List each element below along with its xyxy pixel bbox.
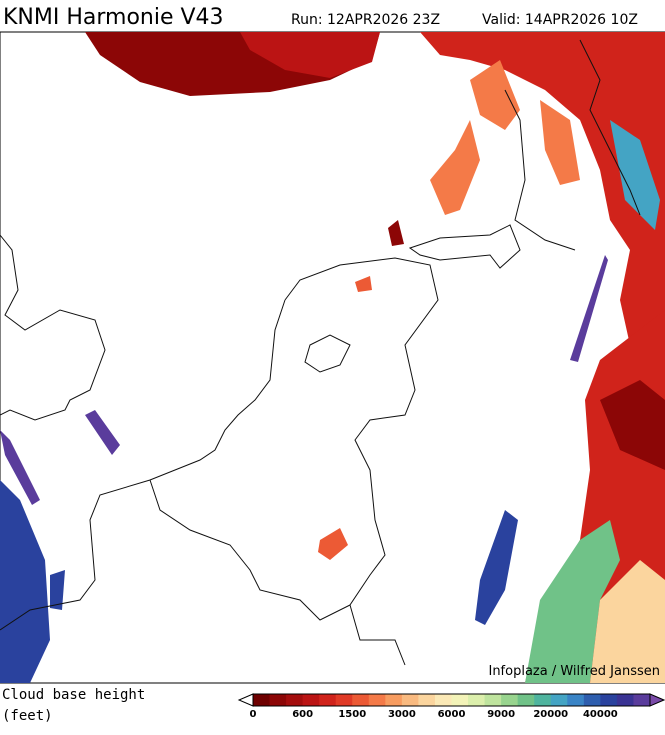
colorbar-swatch [484, 694, 502, 706]
colorbar-swatch [319, 694, 337, 706]
colorbar-label: 3000 [388, 709, 416, 720]
coastline [0, 299, 286, 631]
colorbar-swatch [352, 694, 370, 706]
colorbar-swatch [583, 694, 601, 706]
colorbar-end [649, 693, 665, 707]
title: KNMI Harmonie V43 [3, 5, 224, 30]
lake [304, 334, 351, 373]
colorbar-swatch [434, 694, 452, 706]
colorbar-swatch [335, 694, 353, 706]
colorbar-swatch [368, 694, 386, 706]
colorbar-swatch [451, 694, 469, 706]
colorbar-swatch [385, 694, 403, 706]
cloud-field [240, 32, 380, 78]
colorbar-swatch [286, 694, 304, 706]
map [0, 31, 665, 684]
border [149, 479, 351, 621]
colorbar-label: 40000 [583, 709, 618, 720]
colorbar-label: 9000 [487, 709, 515, 720]
cloud-field [525, 520, 620, 683]
colorbar-label: 6000 [438, 709, 466, 720]
cloud-field [430, 60, 580, 215]
colorbar: 0 600 1500 3000 6000 9000 20000 40000 [237, 693, 665, 720]
colorbar-swatch [501, 694, 519, 706]
colorbar-outline [252, 693, 651, 707]
colorbar-swatch [253, 694, 271, 706]
colorbar-swatch [567, 694, 585, 706]
colorbar-swatch [616, 694, 634, 706]
colorbar-label: 20000 [533, 709, 568, 720]
colorbar-swatch [517, 694, 535, 706]
legend-unit: (feet) [2, 708, 53, 724]
cloud-field [590, 560, 665, 683]
cloud-field [420, 32, 665, 360]
colorbar-swatch [468, 694, 486, 706]
colorbar-label: 0 [250, 709, 257, 720]
cloud-field [610, 120, 660, 230]
cloud-field [388, 220, 404, 246]
colorbar-swatch [269, 694, 287, 706]
colorbar-swatch [633, 694, 651, 706]
colorbar-swatch [534, 694, 552, 706]
coastline [0, 234, 106, 421]
legend-title: Cloud base height [2, 687, 145, 703]
credit: Infoplaza / Wilfred Janssen [488, 664, 660, 679]
colorbar-swatch [302, 694, 320, 706]
coastline [579, 39, 641, 216]
cloud-field [600, 380, 665, 470]
colorbar-label: 1500 [338, 709, 366, 720]
colorbar-swatch [550, 694, 568, 706]
colorbar-swatch [401, 694, 419, 706]
coastline [408, 89, 576, 269]
run-time: Run: 12APR2026 23Z [291, 12, 440, 28]
colorbar-swatch [600, 694, 618, 706]
colorbar-swatch [418, 694, 436, 706]
colorbar-end [237, 693, 254, 707]
valid-time: Valid: 14APR2026 10Z [482, 12, 638, 28]
colorbar-label: 600 [292, 709, 313, 720]
